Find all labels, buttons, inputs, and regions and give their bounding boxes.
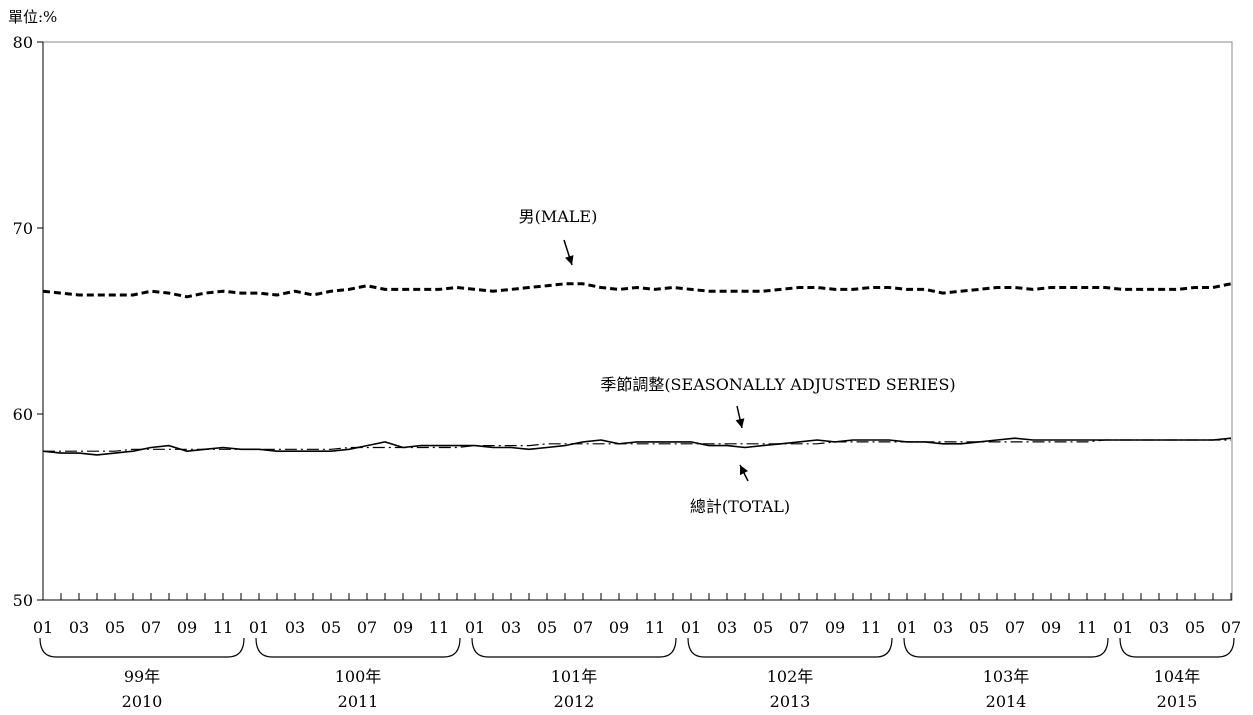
arrow-seasonally-adjusted-head bbox=[735, 418, 745, 428]
x-tick-label: 09 bbox=[1041, 618, 1061, 637]
year-brace bbox=[1119, 637, 1235, 658]
y-tick-label: 60 bbox=[13, 405, 33, 424]
x-tick-label: 03 bbox=[501, 618, 521, 637]
y-tick-label: 80 bbox=[13, 33, 33, 52]
x-tick-label: 07 bbox=[141, 618, 161, 637]
year-brace bbox=[255, 637, 461, 658]
x-tick-label: 03 bbox=[285, 618, 305, 637]
arrow-male-head bbox=[565, 255, 574, 265]
year-label-ad: 2013 bbox=[770, 692, 811, 711]
x-tick-label: 09 bbox=[609, 618, 629, 637]
x-tick-label: 01 bbox=[465, 618, 485, 637]
plot-frame bbox=[42, 41, 1233, 601]
x-tick-label: 11 bbox=[429, 618, 449, 637]
x-tick-label: 09 bbox=[177, 618, 197, 637]
series-label-total: 總計(TOTAL) bbox=[690, 497, 790, 516]
year-label-roc: 103年 bbox=[983, 667, 1030, 686]
year-label-roc: 102年 bbox=[767, 667, 814, 686]
year-label-ad: 2015 bbox=[1157, 692, 1198, 711]
x-tick-label: 03 bbox=[1149, 618, 1169, 637]
y-tick-label: 50 bbox=[13, 591, 33, 610]
x-tick-label: 01 bbox=[897, 618, 917, 637]
x-tick-label: 11 bbox=[861, 618, 881, 637]
series-label-seasonally-adjusted: 季節調整(SEASONALLY ADJUSTED SERIES) bbox=[600, 375, 955, 394]
x-tick-label: 03 bbox=[933, 618, 953, 637]
year-brace bbox=[39, 637, 245, 658]
x-tick-label: 05 bbox=[753, 618, 773, 637]
series-line-male bbox=[42, 282, 1232, 299]
x-tick-label: 07 bbox=[1005, 618, 1025, 637]
x-tick-label: 11 bbox=[645, 618, 665, 637]
series-label-male: 男(MALE) bbox=[519, 207, 598, 226]
year-label-ad: 2012 bbox=[554, 692, 595, 711]
x-tick-label: 05 bbox=[969, 618, 989, 637]
year-label-roc: 99年 bbox=[124, 667, 160, 686]
year-label-roc: 104年 bbox=[1154, 667, 1201, 686]
year-label-ad: 2011 bbox=[338, 692, 379, 711]
unit-label: 單位:% bbox=[8, 8, 57, 26]
x-tick-label: 01 bbox=[249, 618, 269, 637]
year-label-ad: 2010 bbox=[122, 692, 163, 711]
series-line-seasonally-adjusted bbox=[43, 439, 1231, 452]
x-tick-label: 07 bbox=[1221, 618, 1241, 637]
x-tick-label: 01 bbox=[33, 618, 53, 637]
x-tick-label: 09 bbox=[825, 618, 845, 637]
x-tick-label: 05 bbox=[1185, 618, 1205, 637]
x-tick-label: 03 bbox=[717, 618, 737, 637]
series-line-total bbox=[42, 437, 1232, 456]
year-label-ad: 2014 bbox=[986, 692, 1027, 711]
x-tick-label: 05 bbox=[105, 618, 125, 637]
x-tick-label: 07 bbox=[357, 618, 377, 637]
arrow-total-head bbox=[740, 465, 748, 476]
x-tick-label: 05 bbox=[537, 618, 557, 637]
x-tick-label: 05 bbox=[321, 618, 341, 637]
x-tick-label: 11 bbox=[1077, 618, 1097, 637]
y-tick-label: 70 bbox=[13, 219, 33, 238]
year-label-roc: 101年 bbox=[551, 667, 598, 686]
x-tick-label: 03 bbox=[69, 618, 89, 637]
year-label-roc: 100年 bbox=[335, 667, 382, 686]
x-tick-label: 09 bbox=[393, 618, 413, 637]
year-brace bbox=[687, 637, 893, 658]
year-brace bbox=[903, 637, 1109, 658]
x-tick-label: 01 bbox=[1113, 618, 1133, 637]
x-tick-label: 01 bbox=[681, 618, 701, 637]
x-tick-label: 07 bbox=[789, 618, 809, 637]
year-brace bbox=[471, 637, 677, 658]
x-tick-label: 07 bbox=[573, 618, 593, 637]
x-tick-label: 11 bbox=[213, 618, 233, 637]
